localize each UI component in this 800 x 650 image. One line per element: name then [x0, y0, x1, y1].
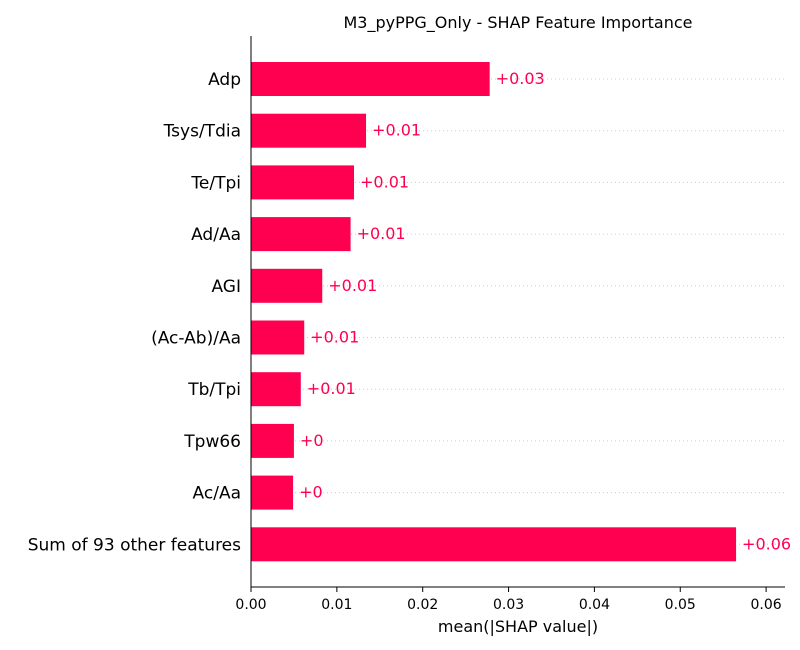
bar	[251, 527, 737, 562]
value-label: +0.03	[496, 69, 545, 88]
category-label: Tpw66	[183, 432, 241, 452]
bars	[251, 62, 737, 562]
bar	[251, 475, 294, 510]
category-label: Tb/Tpi	[187, 380, 241, 400]
bar	[251, 423, 294, 458]
category-label: (Ac-Ab)/Aa	[151, 329, 241, 349]
category-label: Te/Tpi	[190, 173, 241, 193]
value-label: +0.01	[310, 328, 359, 347]
value-label: +0.01	[328, 276, 377, 295]
category-label: Adp	[208, 70, 241, 90]
x-tick-label: 0.01	[321, 597, 352, 613]
bar	[251, 268, 323, 303]
bar	[251, 62, 490, 96]
x-tick-label: 0.04	[579, 597, 610, 613]
value-label: +0.01	[307, 379, 356, 398]
x-axis-label: mean(|SHAP value|)	[438, 617, 598, 636]
x-tick-label: 0.02	[407, 597, 438, 613]
bar	[251, 217, 351, 252]
x-axis-ticks: 0.00 0.01 0.02 0.03 0.04 0.05 0.06	[235, 587, 782, 613]
bar	[251, 320, 305, 355]
category-label: AGI	[211, 277, 241, 297]
bar	[251, 113, 367, 148]
category-label: Sum of 93 other features	[28, 535, 241, 555]
grid-lines	[251, 78, 785, 545]
bar	[251, 165, 355, 200]
chart-title: M3_pyPPG_Only - SHAP Feature Importance	[344, 13, 693, 33]
value-label: +0.01	[372, 121, 421, 140]
value-label: +0.01	[357, 224, 406, 243]
x-tick-label: 0.00	[235, 597, 266, 613]
value-label: +0	[300, 431, 324, 450]
value-label: +0.01	[360, 172, 409, 191]
category-label: Ad/Aa	[191, 225, 241, 245]
bar	[251, 372, 301, 407]
category-label: Tsys/Tdia	[163, 122, 241, 142]
category-label: Ac/Aa	[193, 484, 241, 504]
value-label: +0.06	[742, 534, 791, 553]
x-tick-label: 0.03	[493, 597, 524, 613]
x-tick-label: 0.06	[751, 597, 782, 613]
value-label: +0	[299, 483, 323, 502]
x-tick-label: 0.05	[665, 597, 696, 613]
category-labels: Adp Tsys/Tdia Te/Tpi Ad/Aa AGI (Ac-Ab)/Aa Tb/T…	[28, 70, 241, 555]
value-labels: +0.03 +0.01 +0.01 +0.01 +0.01 +0.01 +0.01 +0 +0 +…	[299, 69, 791, 553]
